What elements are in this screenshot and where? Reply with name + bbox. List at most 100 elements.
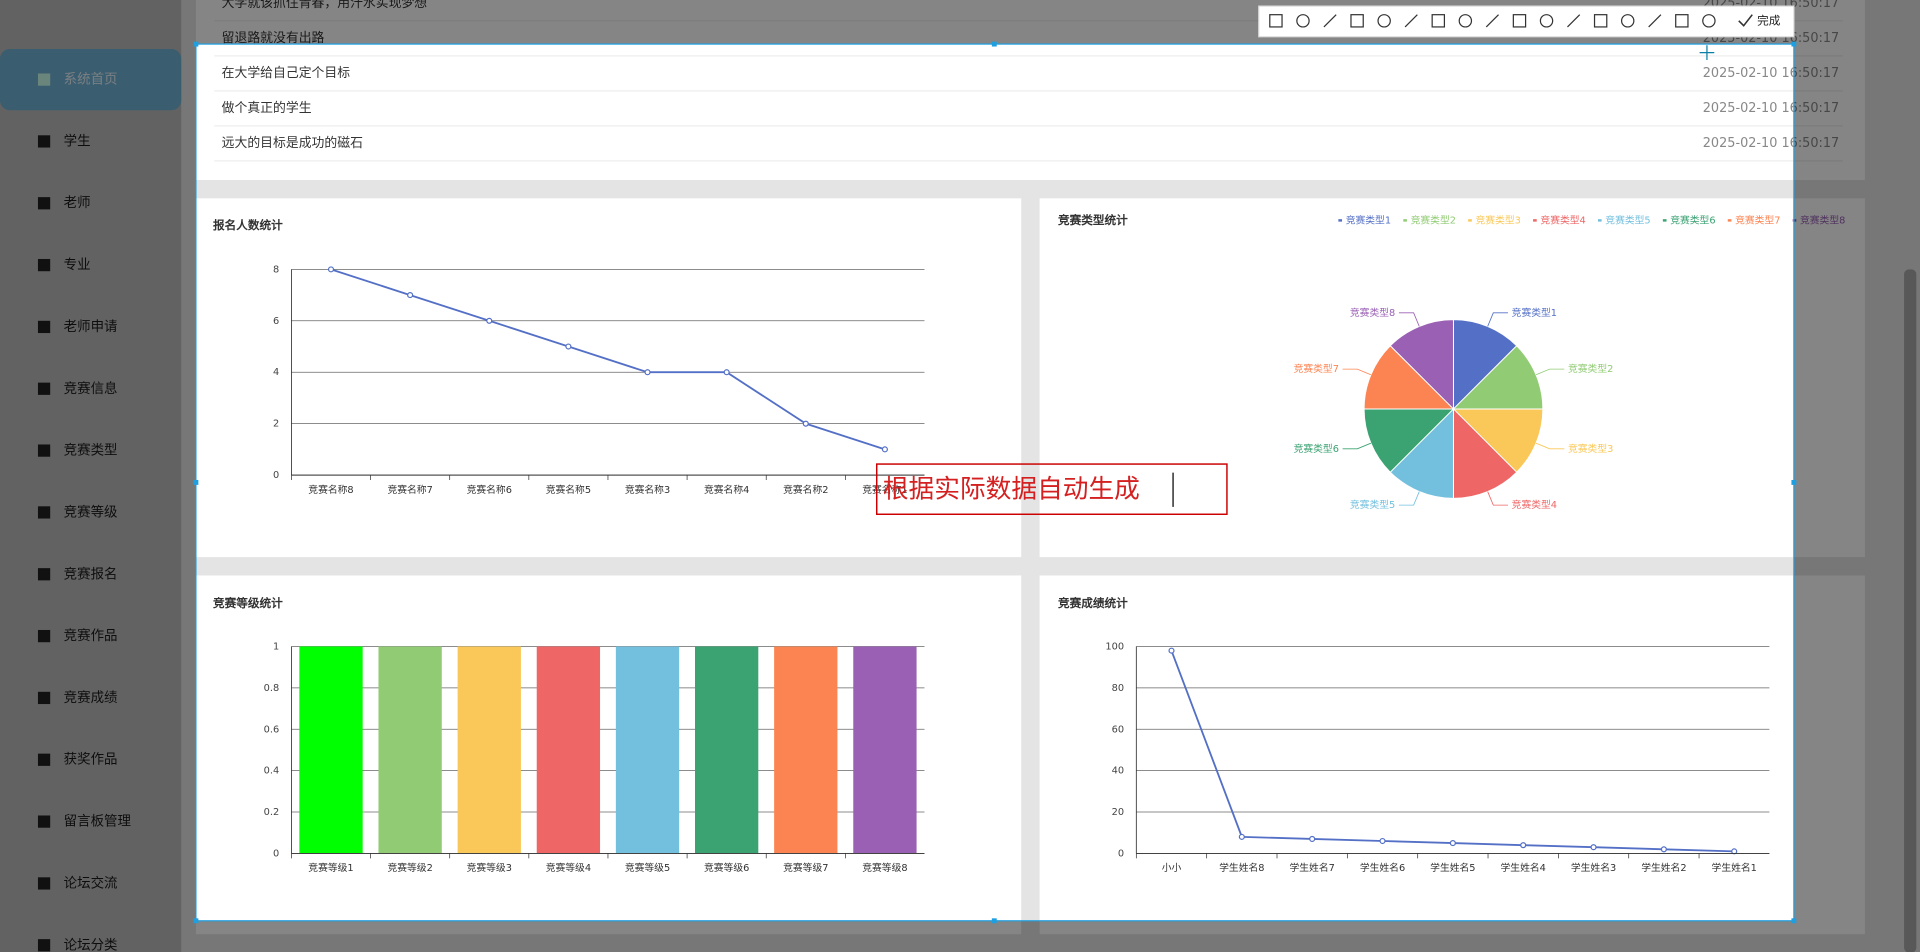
pie-slice[interactable] [1452,408,1544,473]
pie-slice[interactable] [1363,408,1455,473]
line-point[interactable] [1238,833,1245,840]
chart-title: 竞赛等级统计 [213,596,283,610]
selection-handle[interactable] [991,41,997,47]
menu-item[interactable]: 老师 [64,195,91,211]
tool-icon[interactable] [1512,14,1527,28]
bar[interactable] [774,646,838,854]
pie-slice[interactable] [1389,319,1454,411]
line-point[interactable] [723,369,730,376]
legend-label[interactable]: 竞赛类型1 [1346,213,1391,226]
tool-icon[interactable] [1593,14,1608,28]
selection-handle[interactable] [991,918,997,924]
selection-handle[interactable] [1791,479,1797,485]
line-point[interactable] [1590,844,1597,851]
selection-handle[interactable] [193,41,199,47]
pie-slice[interactable] [1452,319,1518,411]
tool-icon[interactable] [1567,14,1581,28]
line-point[interactable] [1168,647,1175,654]
tool-icon[interactable] [1458,14,1473,28]
line-point[interactable] [486,317,493,324]
bar[interactable] [536,646,601,854]
notice-title[interactable]: 大学就该抓住青春，用汗水实现梦想 [222,0,428,11]
bar[interactable] [695,646,759,854]
tool-icon[interactable] [1377,14,1391,28]
menu-item[interactable]: 老师申请 [64,319,118,335]
tool-icon[interactable] [1323,14,1337,28]
legend-label[interactable]: 竞赛类型4 [1540,213,1585,226]
y-tick-label: 4 [273,367,279,378]
menu-item[interactable]: 学生 [64,133,91,149]
legend-label[interactable]: 竞赛类型8 [1800,213,1845,226]
pie-slice[interactable] [1452,407,1518,499]
bar[interactable] [457,646,521,854]
bar[interactable] [299,646,363,854]
y-tick-label: 0.8 [264,683,280,694]
menu-item[interactable]: 竞赛成绩 [64,689,118,706]
tool-icon[interactable] [1269,14,1283,28]
notice-title[interactable]: 留退路就没有出路 [222,30,325,46]
selection-handle[interactable] [1791,918,1797,924]
done-button[interactable]: 完成 [1757,13,1781,27]
line-point[interactable] [1449,840,1456,847]
line-point[interactable] [1309,835,1316,843]
selection-handle[interactable] [1791,41,1797,47]
sidebar [0,0,182,952]
menu-item[interactable]: 获奖作品 [64,752,118,768]
line-point[interactable] [1520,842,1527,849]
pie-leader [1398,491,1420,506]
tool-icon[interactable] [1404,14,1418,28]
line-point[interactable] [881,446,888,453]
legend-label[interactable]: 竞赛类型5 [1605,213,1650,226]
x-tick-label: 竞赛等级6 [704,861,749,874]
tool-icon[interactable] [1539,14,1554,28]
pie-slice[interactable] [1452,345,1544,410]
menu-item[interactable]: 竞赛等级 [64,503,118,520]
tool-icon[interactable] [1485,14,1499,28]
menu-item[interactable]: 论坛交流 [64,874,118,891]
annotation-box[interactable] [876,463,1228,515]
legend-label[interactable]: 竞赛类型7 [1735,213,1780,226]
menu-item[interactable]: 系统首页 [64,72,118,88]
line-point[interactable] [1379,837,1386,845]
menu-icon [37,320,51,334]
menu-item[interactable]: 竞赛信息 [64,380,118,397]
line-point[interactable] [565,343,572,350]
notice-title[interactable]: 在大学给自己定个目标 [222,65,351,81]
tool-icon[interactable] [1702,14,1716,28]
menu-item[interactable]: 竞赛作品 [64,627,118,644]
menu-item[interactable]: 留言板管理 [64,814,131,830]
tool-icon[interactable] [1620,14,1635,28]
menu-item[interactable]: 竞赛报名 [64,565,118,582]
bar[interactable] [615,646,680,854]
pie-slice[interactable] [1389,407,1454,499]
line-point[interactable] [644,369,651,376]
tool-icon[interactable] [1296,14,1310,28]
toolbar [1258,5,1795,38]
legend-label[interactable]: 竞赛类型3 [1476,213,1521,226]
notice-title[interactable]: 远大的目标是成功的磁石 [222,135,363,151]
pie-slice[interactable] [1363,345,1455,410]
selection-handle[interactable] [193,918,199,924]
pie-leader [1487,312,1508,327]
legend-label[interactable]: 竞赛类型2 [1411,213,1456,226]
line-point[interactable] [1660,846,1667,853]
line-point[interactable] [407,292,414,299]
line-point[interactable] [327,266,335,273]
legend-label[interactable]: 竞赛类型6 [1670,213,1715,226]
menu-active[interactable] [0,48,182,111]
bar[interactable] [853,646,917,854]
tool-icon[interactable] [1648,14,1662,28]
tool-icon[interactable] [1350,14,1364,28]
pie-label: 竞赛类型8 [1350,306,1395,319]
menu-item[interactable]: 专业 [64,257,91,273]
notice-title[interactable]: 做个真正的学生 [222,100,312,116]
y-tick-label: 0 [1118,848,1124,859]
bar[interactable] [378,646,442,854]
tool-icon[interactable] [1431,14,1446,28]
menu-item[interactable]: 论坛分类 [64,937,118,952]
annotation-text[interactable]: 根据实际数据自动生成 [883,474,1140,504]
tool-icon[interactable] [1675,14,1689,28]
line-point[interactable] [802,420,809,427]
menu-item[interactable]: 竞赛类型 [64,442,118,459]
selection-handle[interactable] [193,479,199,485]
